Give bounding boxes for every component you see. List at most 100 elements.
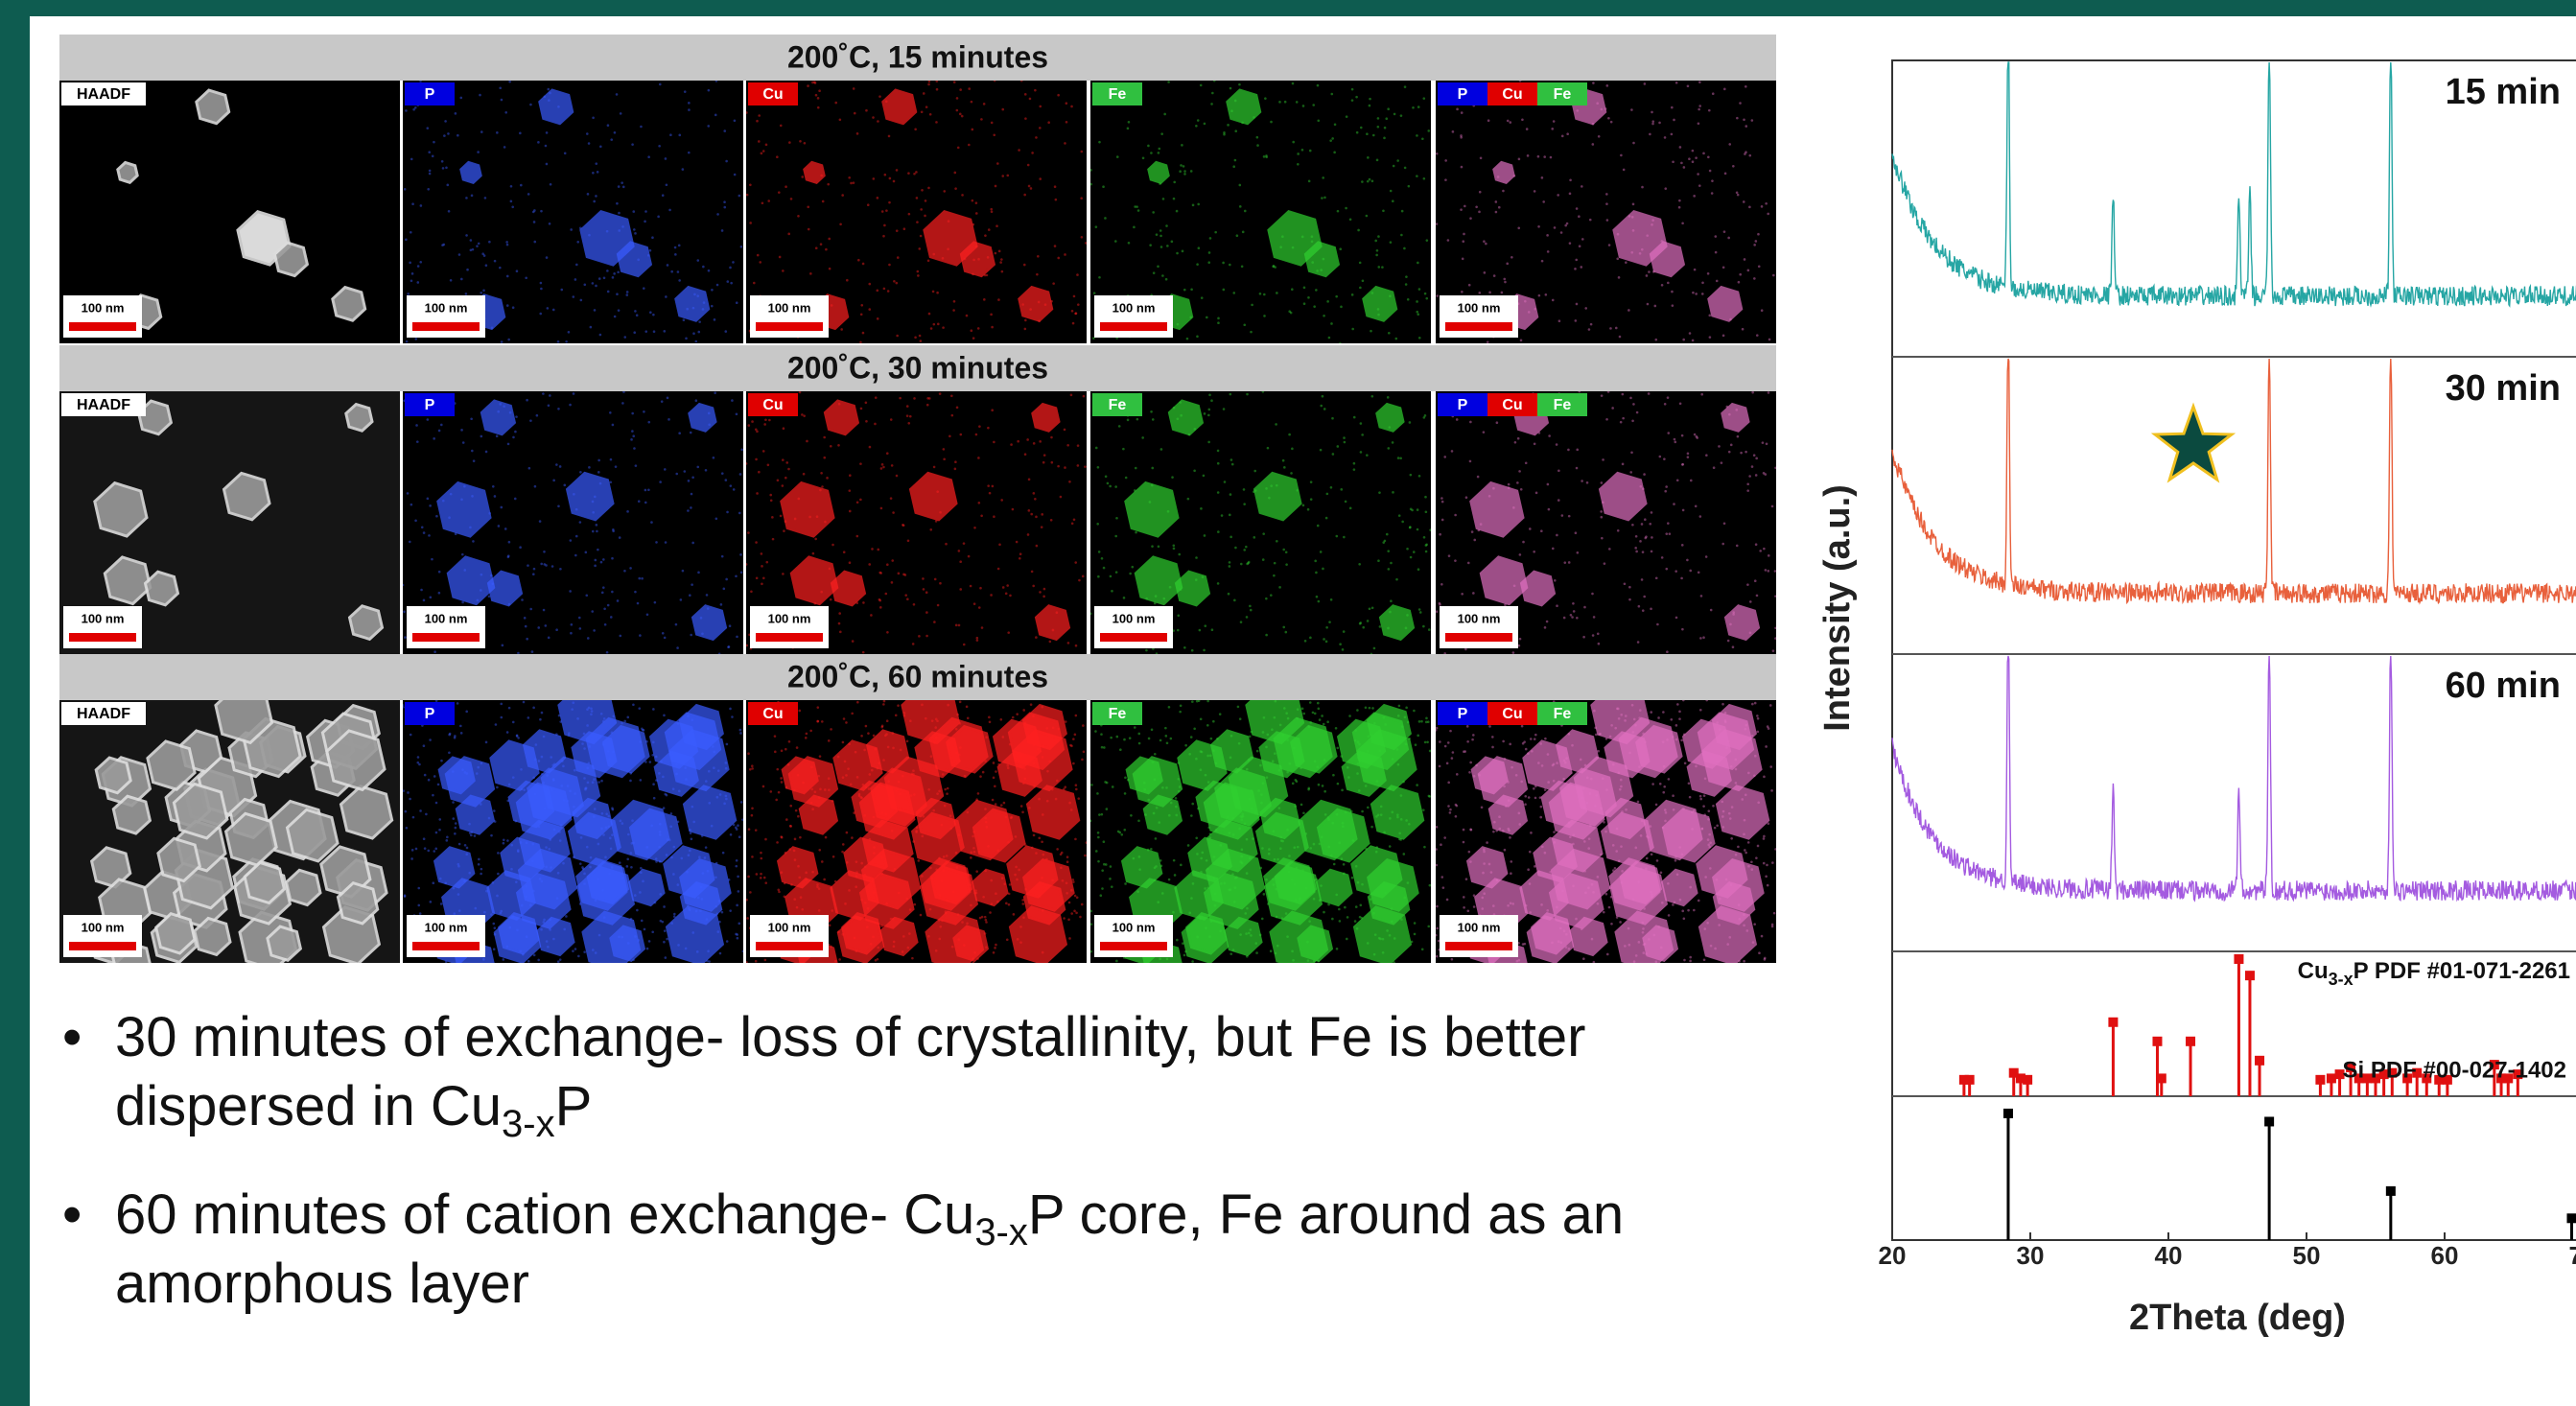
noise [1371,395,1374,398]
noise [1473,905,1476,908]
noise [729,624,732,627]
noise [1610,923,1613,926]
noise [812,552,815,555]
noise [1166,741,1169,744]
noise [1195,125,1198,128]
noise [878,95,881,98]
channel-label: Cu [1502,706,1522,722]
noise [1270,594,1273,597]
noise [1115,736,1118,738]
noise [587,193,590,196]
noise [1098,551,1101,553]
noise [996,162,999,165]
noise [807,205,809,208]
noise [1255,951,1258,954]
noise [606,269,609,272]
trace-label: 30 min [2446,368,2561,409]
noise [828,739,831,742]
noise [1270,121,1273,124]
noise [1591,593,1594,596]
noise [611,557,614,560]
noise [1422,97,1425,100]
noise [1223,133,1226,136]
noise [450,279,453,282]
noise [1488,292,1491,294]
scale-label: 100 nm [768,611,811,625]
noise [1039,591,1042,594]
noise [1134,205,1136,208]
noise [799,391,802,394]
noise [1022,709,1025,712]
noise [865,109,868,112]
noise [1142,156,1145,159]
noise [1083,395,1086,398]
noise [1196,700,1199,703]
noise [683,318,686,321]
noise [1698,108,1700,111]
noise [842,741,845,744]
noise [1250,331,1253,334]
noise [1229,393,1232,396]
noise [736,904,738,907]
noise [573,295,575,298]
noise [841,194,844,197]
noise [620,112,622,115]
noise [402,584,405,587]
noise [597,171,599,174]
noise [1664,136,1667,139]
noise [1773,912,1776,915]
noise [1176,210,1179,213]
noise [862,651,865,654]
noise [1423,846,1426,849]
noise [1353,468,1356,471]
noise [675,473,678,476]
noise [1259,293,1262,295]
noise [1070,912,1073,915]
noise [1683,166,1686,169]
noise [1229,536,1232,539]
noise [720,603,723,606]
noise [1743,200,1745,203]
noise [1183,646,1186,649]
noise [410,504,413,506]
noise [662,632,665,635]
noise [1413,551,1416,553]
noise [1319,718,1322,721]
noise [1689,960,1692,963]
noise [1033,442,1036,445]
noise [1090,784,1093,786]
noise [1444,745,1447,748]
noise [1042,596,1045,598]
noise [1624,582,1627,585]
noise [1001,175,1004,177]
noise [1576,303,1579,306]
noise [917,274,920,277]
noise [1349,218,1352,221]
noise [631,143,634,146]
noise [1206,700,1209,703]
noise [1687,456,1690,458]
noise [758,114,761,117]
noise [1249,605,1252,608]
noise [1367,807,1370,809]
noise [1675,82,1678,84]
noise [1041,526,1043,528]
noise [1413,710,1416,713]
noise [737,876,739,879]
noise [1229,514,1231,517]
noise [438,571,441,574]
noise [585,551,588,554]
noise [1600,516,1603,519]
noise [932,291,935,293]
noise [1765,745,1768,748]
noise [1650,711,1652,714]
noise [404,188,407,191]
noise [548,404,550,407]
noise [972,337,975,340]
noise [1060,496,1063,499]
noise [480,130,483,133]
noise [806,440,808,443]
noise [745,111,748,114]
noise [659,83,662,86]
noise [958,624,961,627]
